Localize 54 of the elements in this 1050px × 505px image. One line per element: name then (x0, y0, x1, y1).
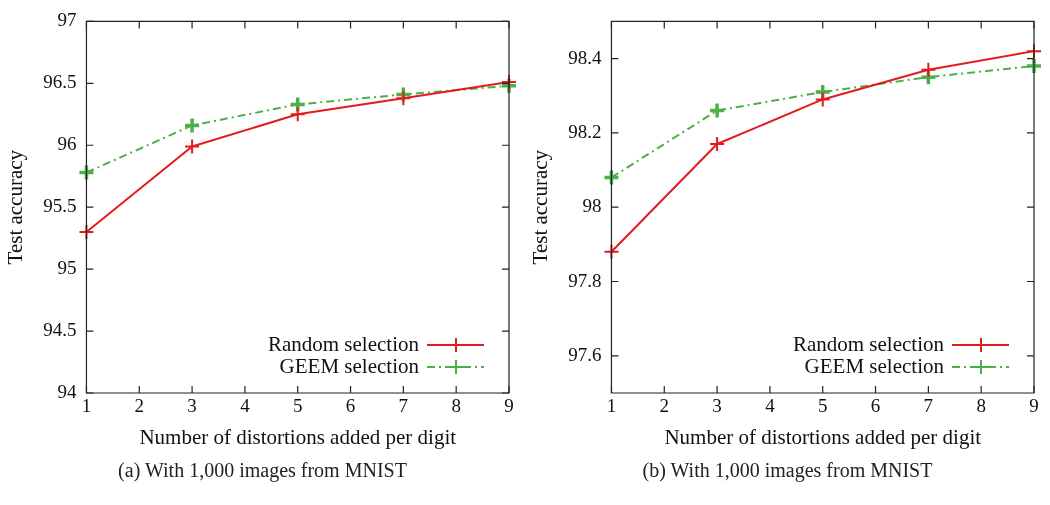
point (814, 91, 831, 108)
point (78, 223, 95, 240)
x-tick-label: 5 (817, 395, 828, 417)
y-tick-label: 97.8 (568, 269, 602, 291)
point (920, 61, 937, 78)
x-tick-label: 9 (1029, 395, 1039, 417)
x-tick-label: 9 (504, 395, 514, 417)
x-tick-label: 4 (240, 395, 251, 417)
point (289, 106, 306, 123)
point (602, 168, 621, 187)
y-tick-label: 95 (57, 257, 77, 279)
x-tick-label: 1 (606, 395, 617, 417)
x-axis-title: Number of distortions added per digit (139, 424, 457, 449)
x-tick-label: 7 (923, 395, 934, 417)
x-tick-label: 6 (345, 395, 356, 417)
legend-label: Random selection (792, 331, 945, 356)
y-axis-title: Test accuracy (528, 149, 553, 265)
legend-label: Random selection (267, 331, 420, 356)
y-axis-title: Test accuracy (3, 149, 28, 265)
legend-label: GEEM selection (804, 353, 945, 378)
x-tick-label: 2 (134, 395, 145, 417)
x-tick-label: 5 (292, 395, 303, 417)
point (1025, 57, 1043, 75)
point (708, 101, 726, 120)
legend-label: GEEM selection (279, 353, 420, 378)
point (395, 90, 412, 107)
y-tick-label: 97 (57, 9, 77, 31)
x-tick-label: 8 (976, 395, 986, 417)
y-tick-label: 97.6 (568, 343, 602, 365)
x-tick-label: 2 (659, 395, 670, 417)
y-tick-label: 94 (57, 380, 77, 402)
x-axis-title: Number of distortions added per digit (664, 424, 982, 449)
point (183, 116, 201, 135)
x-tick-label: 6 (870, 395, 881, 417)
point (77, 163, 96, 182)
y-tick-label: 98 (582, 195, 602, 217)
text: (a) With 1,000 images from MNIST (117, 459, 408, 482)
x-tick-label: 3 (712, 395, 722, 417)
point (184, 138, 201, 155)
point (603, 243, 620, 260)
point (500, 77, 518, 95)
y-tick-label: 94.5 (43, 319, 77, 341)
y-tick-label: 96 (57, 133, 77, 155)
x-tick-label: 1 (81, 395, 92, 417)
x-tick-label: 8 (451, 395, 461, 417)
x-tick-label: 7 (398, 395, 409, 417)
x-tick-label: 3 (187, 395, 197, 417)
y-tick-label: 95.5 (43, 195, 77, 217)
y-tick-label: 96.5 (43, 71, 77, 93)
y-tick-label: 98.4 (568, 46, 602, 68)
text: (b) With 1,000 images from MNIST (641, 459, 934, 482)
y-tick-label: 98.2 (568, 120, 602, 142)
point (709, 136, 726, 153)
x-tick-label: 4 (765, 395, 776, 417)
